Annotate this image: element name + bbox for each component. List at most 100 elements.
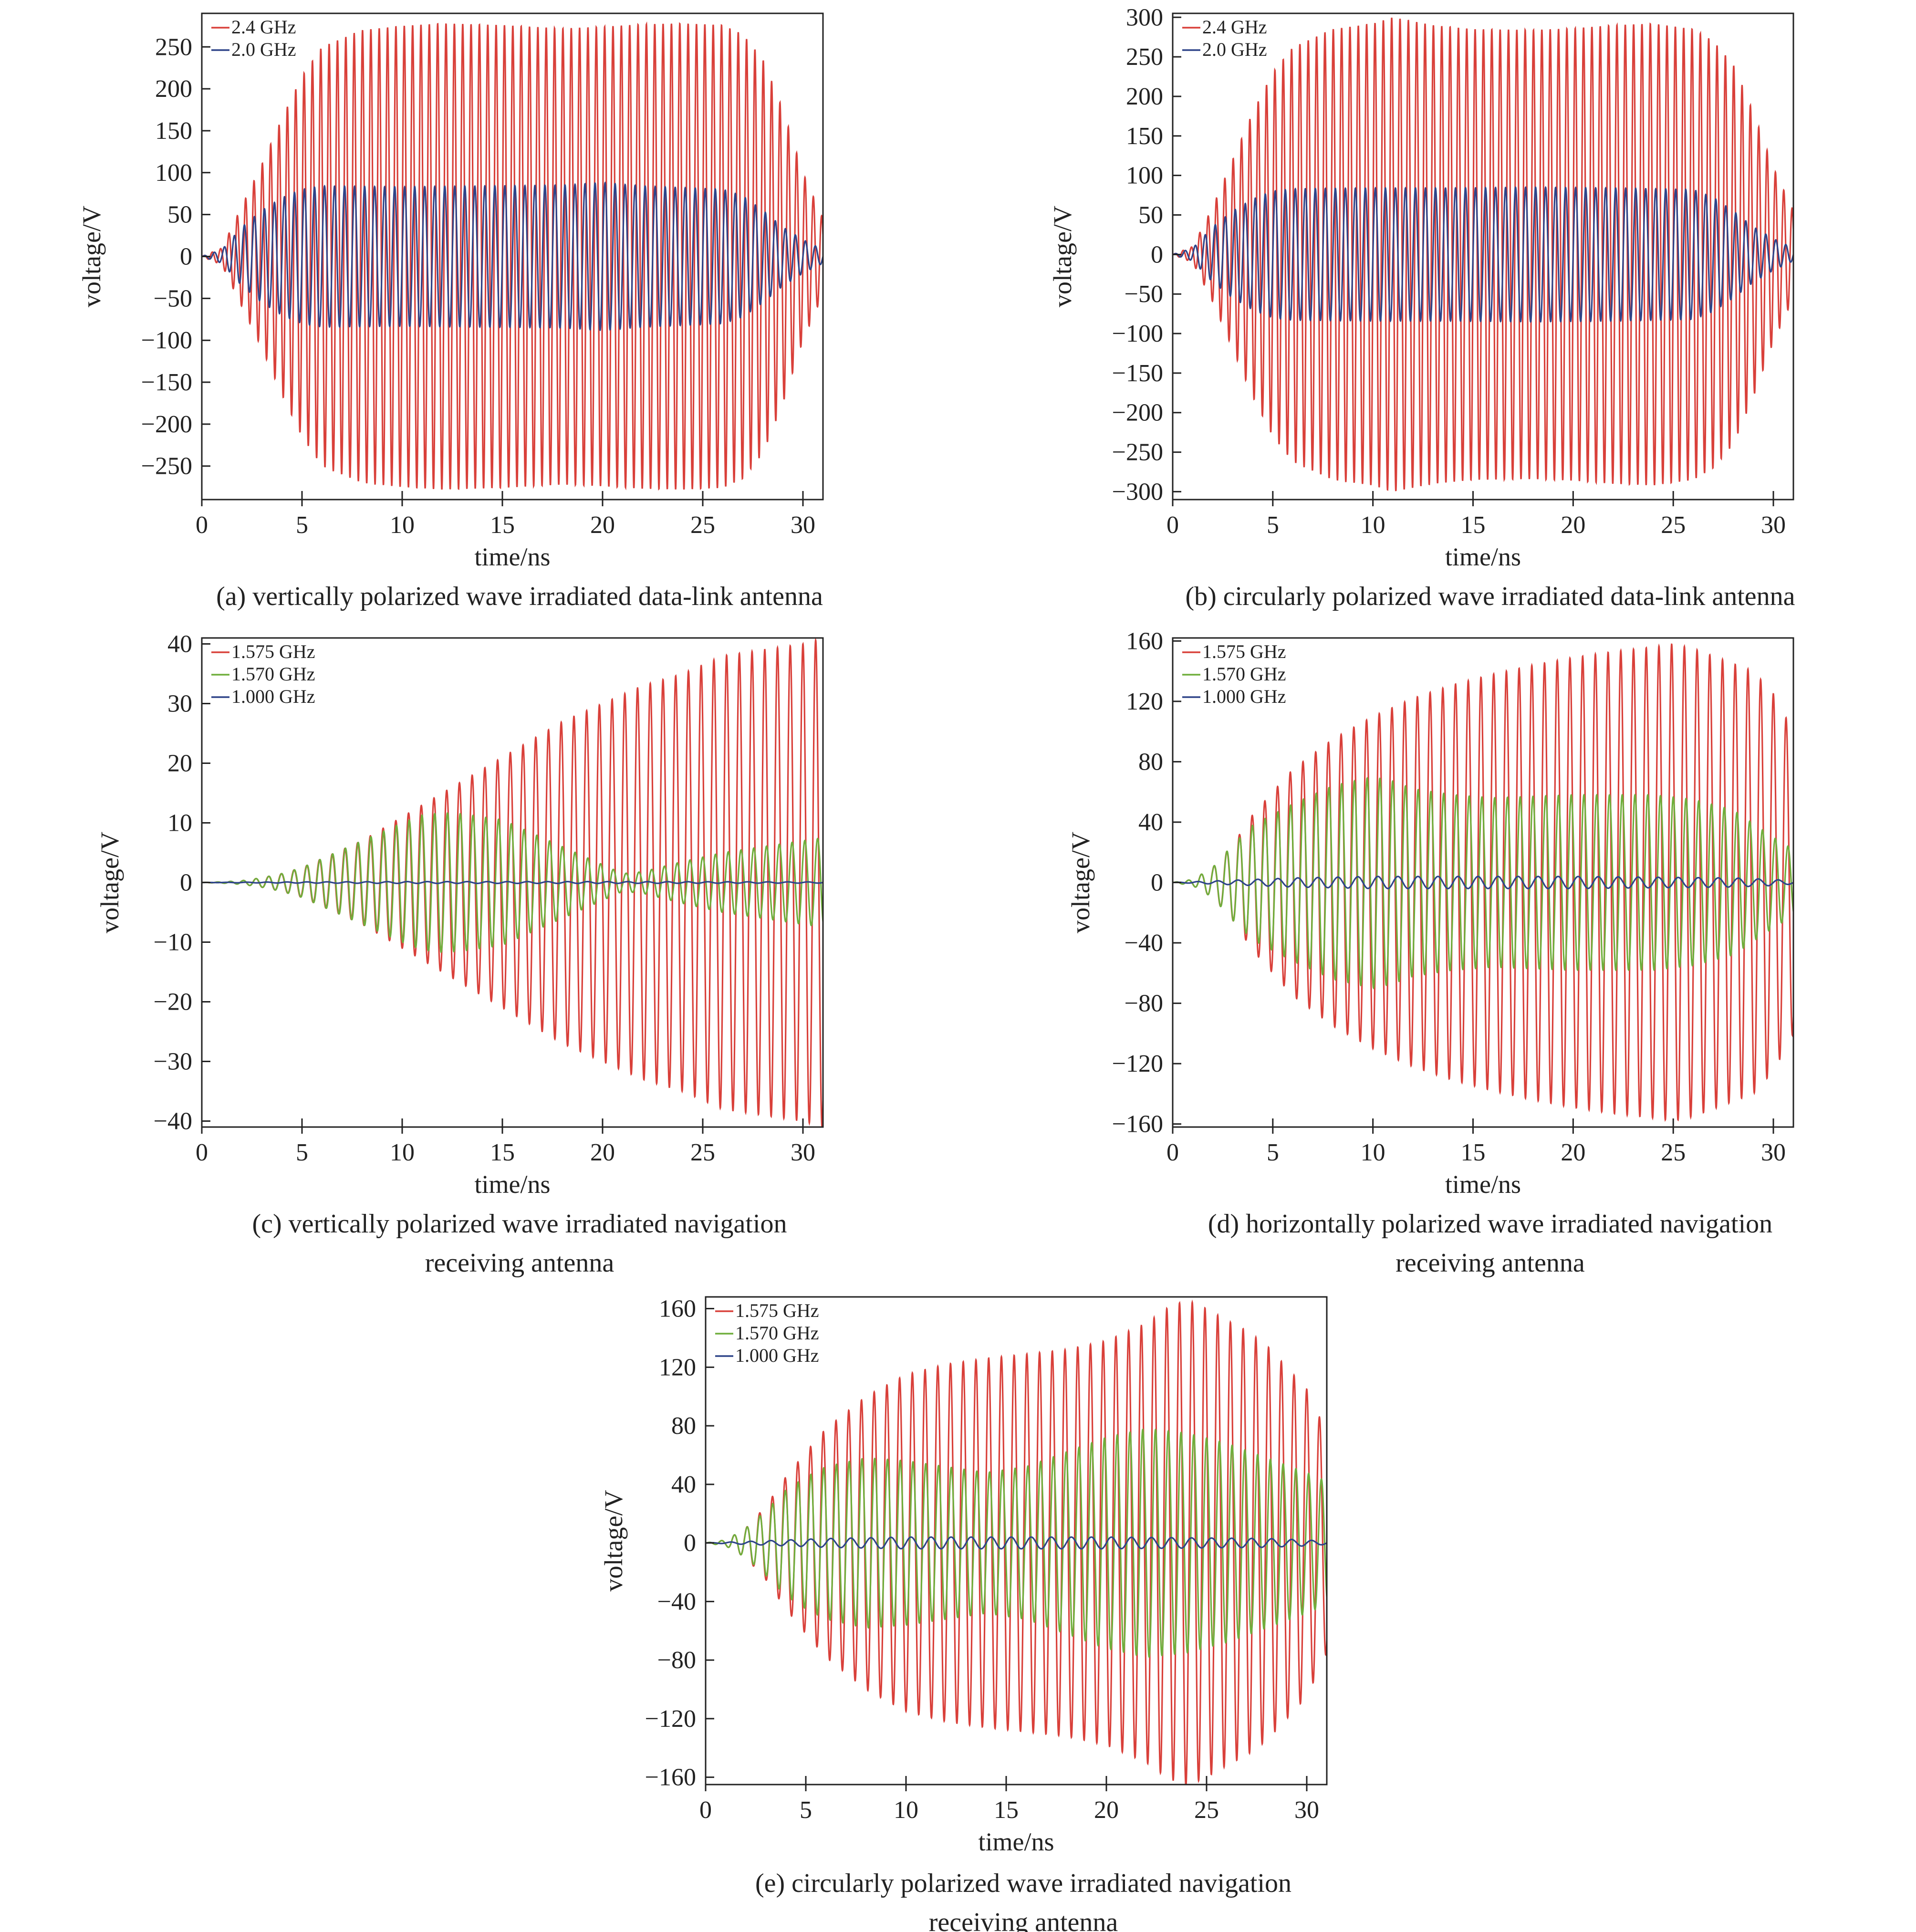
y-tick-label: −200 [141,411,192,438]
x-tick-label: 20 [1561,512,1585,539]
legend-label: 1.000 GHz [735,1345,819,1366]
x-tick-label: 25 [690,512,715,539]
legend-label: 1.575 GHz [1202,641,1286,662]
y-tick-label: 40 [671,1471,696,1498]
y-tick-label: 300 [1126,4,1163,31]
x-tick-label: 20 [590,1139,615,1166]
x-tick-label: 20 [1094,1796,1119,1824]
legend-label: 1.575 GHz [231,641,315,662]
x-tick-label: 30 [1761,1139,1786,1166]
x-axis-title: time/ns [1445,1170,1521,1199]
y-tick-label: 10 [167,810,192,837]
y-tick-label: 150 [155,117,192,145]
x-tick-label: 30 [791,512,815,539]
y-tick-label: −150 [1112,360,1163,387]
y-tick-label: 40 [1138,809,1163,836]
y-tick-label: −80 [657,1647,696,1674]
x-tick-label: 15 [994,1796,1019,1824]
x-tick-label: 30 [1761,512,1786,539]
y-tick-label: −50 [1125,281,1163,308]
y-tick-label: 250 [155,33,192,61]
legend-label: 2.0 GHz [231,39,296,60]
y-tick-label: −80 [1125,990,1163,1017]
y-tick-label: −40 [1125,929,1163,957]
y-tick-label: 40 [167,631,192,658]
x-tick-label: 15 [1461,512,1486,539]
x-tick-label: 25 [1661,512,1686,539]
legend-label: 1.000 GHz [1202,686,1286,707]
x-tick-label: 5 [1267,1139,1279,1166]
series-line-2-0-GHz [1173,186,1793,324]
y-tick-label: −20 [154,989,192,1016]
legend-label: 2.4 GHz [231,16,296,38]
y-axis-title: voltage/V [1048,206,1077,307]
chart-a: 0 5 10 15 20 25 30 −250 −200 −150 −100 −50 0 50 100 150… [77,12,824,611]
panel-caption: receiving antenna [929,1908,1118,1932]
x-tick-label: 10 [1361,1139,1385,1166]
series-line-2-0-GHz [202,181,823,332]
y-tick-label: 50 [167,201,192,229]
x-tick-label: 5 [800,1796,812,1824]
chart-d: 0 5 10 15 20 25 30 −160 −120 −80 −40 0 40 80 120 160 tim… [1066,627,1794,1278]
y-tick-label: 120 [659,1354,696,1381]
x-axis-title: time/ns [1445,543,1521,571]
panel-caption: (d) horizontally polarized wave irradiat… [1208,1209,1772,1239]
y-tick-label: 200 [1126,83,1163,110]
series-line-1-570-GHz [202,812,823,953]
x-tick-label: 25 [690,1139,715,1166]
y-tick-label: 100 [155,159,192,187]
y-tick-label: −200 [1112,399,1163,427]
y-axis-title: voltage/V [599,1490,628,1592]
series-line-1-570-GHz [706,1428,1327,1659]
x-tick-label: 10 [390,512,415,539]
x-axis-title: time/ns [475,543,551,571]
x-tick-label: 10 [390,1139,415,1166]
y-tick-label: 0 [684,1530,696,1557]
x-tick-label: 25 [1661,1139,1686,1166]
y-axis-title: voltage/V [95,832,124,933]
y-tick-label: 0 [180,869,192,897]
series-line-1-575-GHz [706,1299,1327,1785]
y-tick-label: 120 [1126,688,1163,715]
y-tick-label: −250 [1112,439,1163,466]
x-tick-label: 5 [1267,512,1279,539]
panel-caption: (e) circularly polarized wave irradiated… [755,1869,1291,1898]
y-tick-label: −10 [154,929,192,956]
panel-caption: receiving antenna [1395,1248,1585,1278]
panel-caption: receiving antenna [425,1248,614,1278]
y-tick-label: −120 [1112,1050,1163,1077]
chart-e: 0 5 10 15 20 25 30 −160 −120 −80 −40 0 40 80 120 160 tim… [599,1295,1328,1932]
y-axis-title: voltage/V [77,206,106,307]
series-line-1-570-GHz [1173,777,1793,990]
series-line-2-4-GHz [1173,17,1793,491]
x-axis-title: time/ns [979,1828,1054,1856]
y-tick-label: −250 [141,453,192,480]
legend-label: 1.575 GHz [735,1300,819,1321]
x-tick-label: 20 [1561,1139,1585,1166]
x-tick-label: 0 [1166,1139,1179,1166]
x-tick-label: 0 [699,1796,712,1824]
panel-caption: (a) vertically polarized wave irradiated… [216,582,823,611]
y-tick-label: 50 [1138,202,1163,229]
x-tick-label: 0 [1166,512,1179,539]
x-tick-label: 0 [196,512,208,539]
series-line-1-000-GHz [1173,876,1793,889]
x-tick-label: 20 [590,512,615,539]
legend-label: 1.570 GHz [1202,663,1286,685]
x-tick-label: 5 [296,1139,308,1166]
y-tick-label: 150 [1126,123,1163,150]
x-tick-label: 10 [894,1796,918,1824]
y-tick-label: 0 [1151,869,1163,897]
y-tick-label: −50 [154,285,192,312]
y-tick-label: 250 [1126,43,1163,71]
panel-caption: (c) vertically polarized wave irradiated… [252,1209,787,1239]
y-tick-label: −150 [141,369,192,396]
y-axis-title: voltage/V [1066,832,1095,933]
x-tick-label: 15 [490,512,515,539]
legend-label: 2.4 GHz [1202,16,1267,38]
x-tick-label: 10 [1361,512,1385,539]
y-tick-label: −40 [154,1108,192,1135]
y-tick-label: 160 [659,1295,696,1323]
y-tick-label: 20 [167,750,192,777]
panel-caption: (b) circularly polarized wave irradiated… [1185,582,1795,611]
